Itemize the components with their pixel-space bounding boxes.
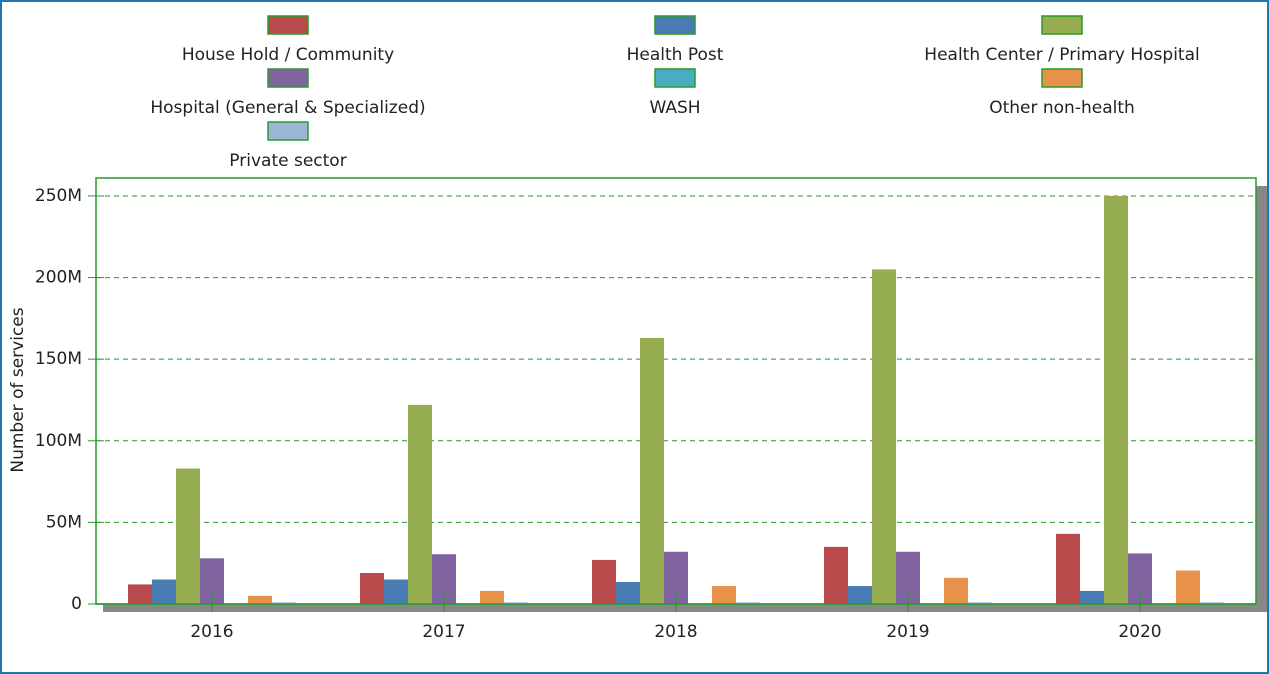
legend-label: WASH [649, 98, 700, 118]
x-tick-label: 2017 [422, 622, 465, 642]
legend-label: Health Post [627, 45, 724, 65]
legend-swatch [1041, 15, 1083, 35]
bar [592, 559, 616, 604]
bar [408, 404, 432, 604]
bar [128, 584, 152, 604]
legend-swatch [654, 15, 696, 35]
y-tick-label: 50M [46, 512, 82, 532]
y-tick-label: 250M [35, 186, 82, 206]
y-axis-label: Number of services [8, 307, 28, 472]
legend-swatch [1041, 68, 1083, 88]
y-tick-label: 150M [35, 349, 82, 369]
bar [736, 602, 760, 604]
bar [944, 577, 968, 604]
bar [640, 337, 664, 604]
legend-label: Hospital (General & Specialized) [150, 98, 425, 118]
bar [616, 581, 640, 604]
plot-area [95, 177, 1257, 605]
x-tick-label: 2020 [1118, 622, 1161, 642]
bar [1200, 602, 1224, 604]
bar [152, 579, 176, 604]
bar [360, 572, 384, 604]
bar [872, 269, 896, 604]
bar [1080, 590, 1104, 604]
bar [176, 468, 200, 604]
y-tick-label: 100M [35, 431, 82, 451]
legend-label: Health Center / Primary Hospital [924, 45, 1199, 65]
legend-label: House Hold / Community [182, 45, 394, 65]
bar [1104, 195, 1128, 604]
bar [272, 602, 296, 604]
legend-label: Private sector [229, 151, 346, 171]
bar [824, 546, 848, 604]
bar [1056, 533, 1080, 604]
legend-label: Other non-health [989, 98, 1135, 118]
legend-swatch [267, 68, 309, 88]
bar [480, 590, 504, 604]
bar [384, 579, 408, 604]
bar [848, 586, 872, 604]
x-tick-label: 2019 [886, 622, 929, 642]
x-tick-label: 2016 [190, 622, 233, 642]
legend-swatch [267, 15, 309, 35]
legend-swatch [267, 121, 309, 141]
bar [712, 586, 736, 604]
x-tick-label: 2018 [654, 622, 697, 642]
y-tick-label: 0 [71, 594, 82, 614]
bar [1176, 570, 1200, 604]
legend-swatch [654, 68, 696, 88]
bar [968, 602, 992, 604]
y-tick-label: 200M [35, 268, 82, 288]
bar [504, 602, 528, 604]
bar [248, 595, 272, 604]
